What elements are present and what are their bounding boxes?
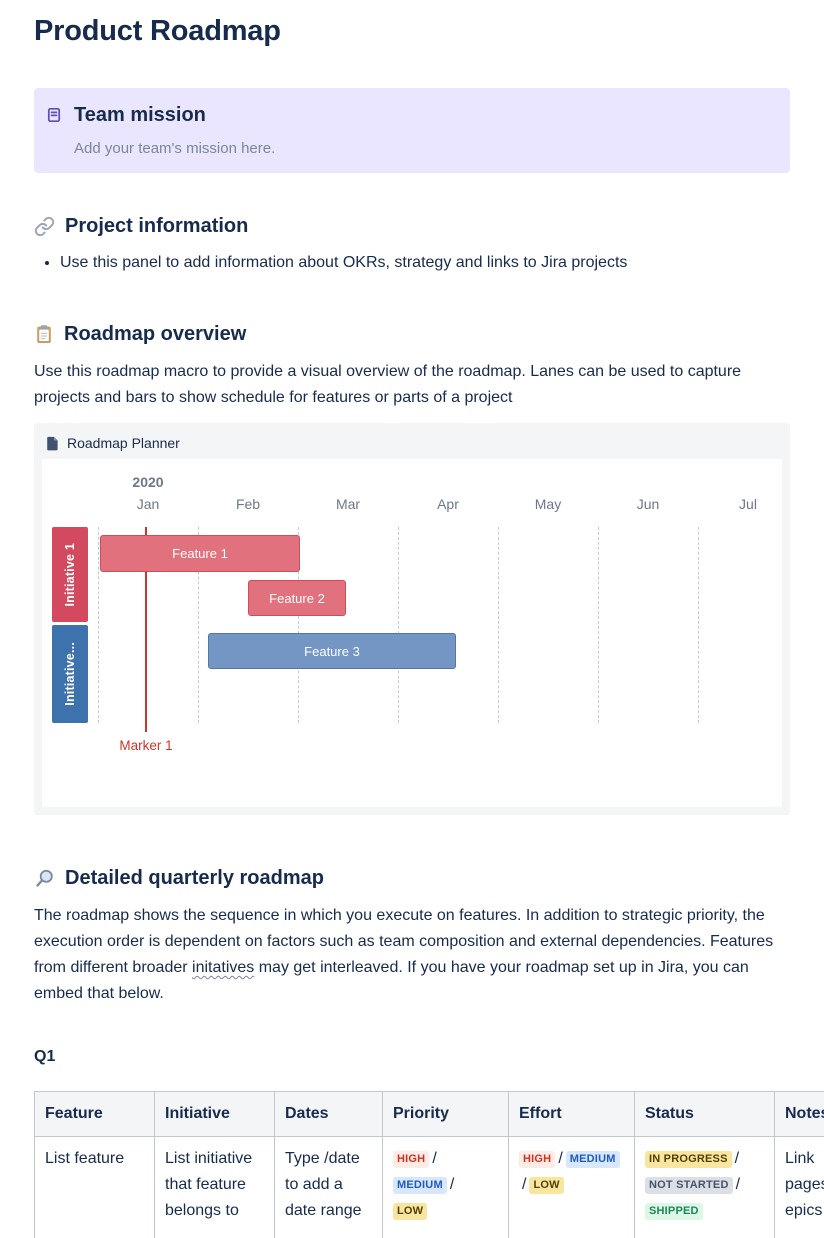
- lane-label-text: Initiative...: [63, 642, 77, 706]
- separator: /: [734, 1150, 740, 1167]
- link-icon: [34, 216, 55, 237]
- month-gridline: [298, 527, 299, 723]
- timeline-month: Jul: [739, 496, 757, 512]
- timeline-month: Apr: [437, 496, 459, 512]
- lozenge-medium: MEDIUM: [393, 1177, 447, 1194]
- misspelled-word: initatives: [192, 959, 255, 976]
- cell-dates: Type /date to add a date range: [274, 1136, 383, 1238]
- roadmap-overview-heading-text: Roadmap overview: [64, 323, 247, 345]
- roadmap-overview-body: Use this roadmap macro to provide a visu…: [34, 363, 742, 406]
- project-information-heading-text: Project information: [65, 215, 249, 237]
- roadmap-bar: Feature 3: [208, 633, 456, 669]
- timeline-month: Mar: [335, 496, 361, 512]
- roadmap-planner-macro: Roadmap Planner 2020 Jan Feb Mar Apr May Jun Ju…: [34, 423, 790, 815]
- timeline-year: 2020: [132, 474, 164, 490]
- lozenge-high: HIGH: [393, 1151, 430, 1168]
- cell-status: IN PROGRESS / NOT STARTED / SHIPPED: [634, 1136, 775, 1238]
- detailed-roadmap-heading: Detailed quarterly roadmap: [34, 865, 790, 891]
- month-gridline: [498, 527, 499, 723]
- cell-initiative: List initiative that feature belongs to: [154, 1136, 275, 1238]
- timeline-month: Jun: [636, 496, 660, 512]
- timeline-month: Jan: [136, 496, 160, 512]
- month-gridline: [598, 527, 599, 723]
- team-mission-panel: Team mission Add your team's mission her…: [34, 88, 790, 173]
- col-header-notes: Notes: [774, 1091, 824, 1137]
- document-icon: [46, 436, 59, 451]
- lozenge-shipped: SHIPPED: [645, 1203, 703, 1220]
- col-header-effort: Effort: [508, 1091, 635, 1137]
- month-gridline: [98, 527, 99, 723]
- cell-priority: HIGH / MEDIUM / LOW: [382, 1136, 509, 1238]
- separator: /: [449, 1176, 455, 1193]
- project-information-list: Use this panel to add information about …: [34, 251, 790, 275]
- q1-table: Feature Initiative Dates Priority Effort…: [34, 1091, 824, 1238]
- q1-heading: Q1: [34, 1048, 56, 1065]
- separator: /: [735, 1176, 741, 1193]
- roadmap-planner-title: Roadmap Planner: [67, 435, 180, 451]
- timeline-month: Feb: [235, 496, 261, 512]
- page-title: Product Roadmap: [34, 15, 281, 47]
- col-header-status: Status: [634, 1091, 775, 1137]
- marker-line: [145, 527, 147, 732]
- detailed-roadmap-body-post: may get interleaved. If you have your ro…: [34, 959, 749, 1002]
- month-gridline: [398, 527, 399, 723]
- team-mission-header: Team mission: [46, 102, 774, 128]
- col-header-dates: Dates: [274, 1091, 383, 1137]
- project-information-bullet: Use this panel to add information about …: [60, 251, 790, 275]
- notes-line: epics: [785, 1202, 823, 1219]
- team-mission-placeholder: Add your team's mission here.: [74, 140, 276, 157]
- roadmap-bar: Feature 1: [100, 535, 300, 572]
- marker-label: Marker 1: [119, 738, 173, 753]
- lozenge-low: LOW: [393, 1203, 428, 1220]
- separator: /: [558, 1150, 563, 1167]
- notes-line: Link: [785, 1150, 815, 1167]
- lozenge-medium: MEDIUM: [565, 1151, 620, 1168]
- planner-chart: 2020 Jan Feb Mar Apr May Jun Jul Initiative 1 Ini…: [42, 459, 782, 807]
- lozenge-high: HIGH: [519, 1151, 556, 1168]
- col-header-priority: Priority: [382, 1091, 509, 1137]
- detailed-roadmap-heading-text: Detailed quarterly roadmap: [65, 867, 324, 889]
- lane-label-text: Initiative 1: [63, 542, 77, 607]
- roadmap-bar: Feature 2: [248, 580, 346, 616]
- cell-notes: Link pages epics: [774, 1136, 824, 1238]
- lozenge-low: LOW: [529, 1177, 564, 1194]
- lane-label: Initiative 1: [52, 527, 88, 622]
- col-header-feature: Feature: [34, 1091, 155, 1137]
- journal-icon: [46, 107, 62, 123]
- cell-feature: List feature: [34, 1136, 155, 1238]
- lozenge-in-progress: IN PROGRESS: [645, 1151, 732, 1168]
- roadmap-overview-heading: Roadmap overview: [34, 321, 790, 347]
- lozenge-not-started: NOT STARTED: [645, 1177, 733, 1194]
- month-gridline: [198, 527, 199, 723]
- roadmap-planner-header: Roadmap Planner: [42, 431, 782, 459]
- table-header-row: Feature Initiative Dates Priority Effort…: [34, 1091, 824, 1137]
- detailed-roadmap-body-pre: The roadmap shows the sequence in which …: [34, 907, 774, 976]
- notes-line: pages: [785, 1176, 824, 1193]
- magnifier-icon: [34, 868, 55, 889]
- month-gridline: [698, 527, 699, 723]
- separator: /: [522, 1176, 527, 1193]
- separator: /: [432, 1150, 437, 1167]
- timeline-month: May: [534, 496, 562, 512]
- project-information-heading: Project information: [34, 213, 790, 239]
- detailed-roadmap-body: The roadmap shows the sequence in which …: [34, 903, 790, 1007]
- lane-label: Initiative...: [52, 625, 88, 723]
- page: Product Roadmap Team mission Add your te…: [0, 14, 824, 1238]
- col-header-initiative: Initiative: [154, 1091, 275, 1137]
- clipboard-icon: [34, 324, 54, 344]
- cell-effort: HIGH / MEDIUM / LOW: [508, 1136, 635, 1238]
- team-mission-title: Team mission: [74, 104, 206, 126]
- table-row: List feature List initiative that featur…: [34, 1136, 824, 1238]
